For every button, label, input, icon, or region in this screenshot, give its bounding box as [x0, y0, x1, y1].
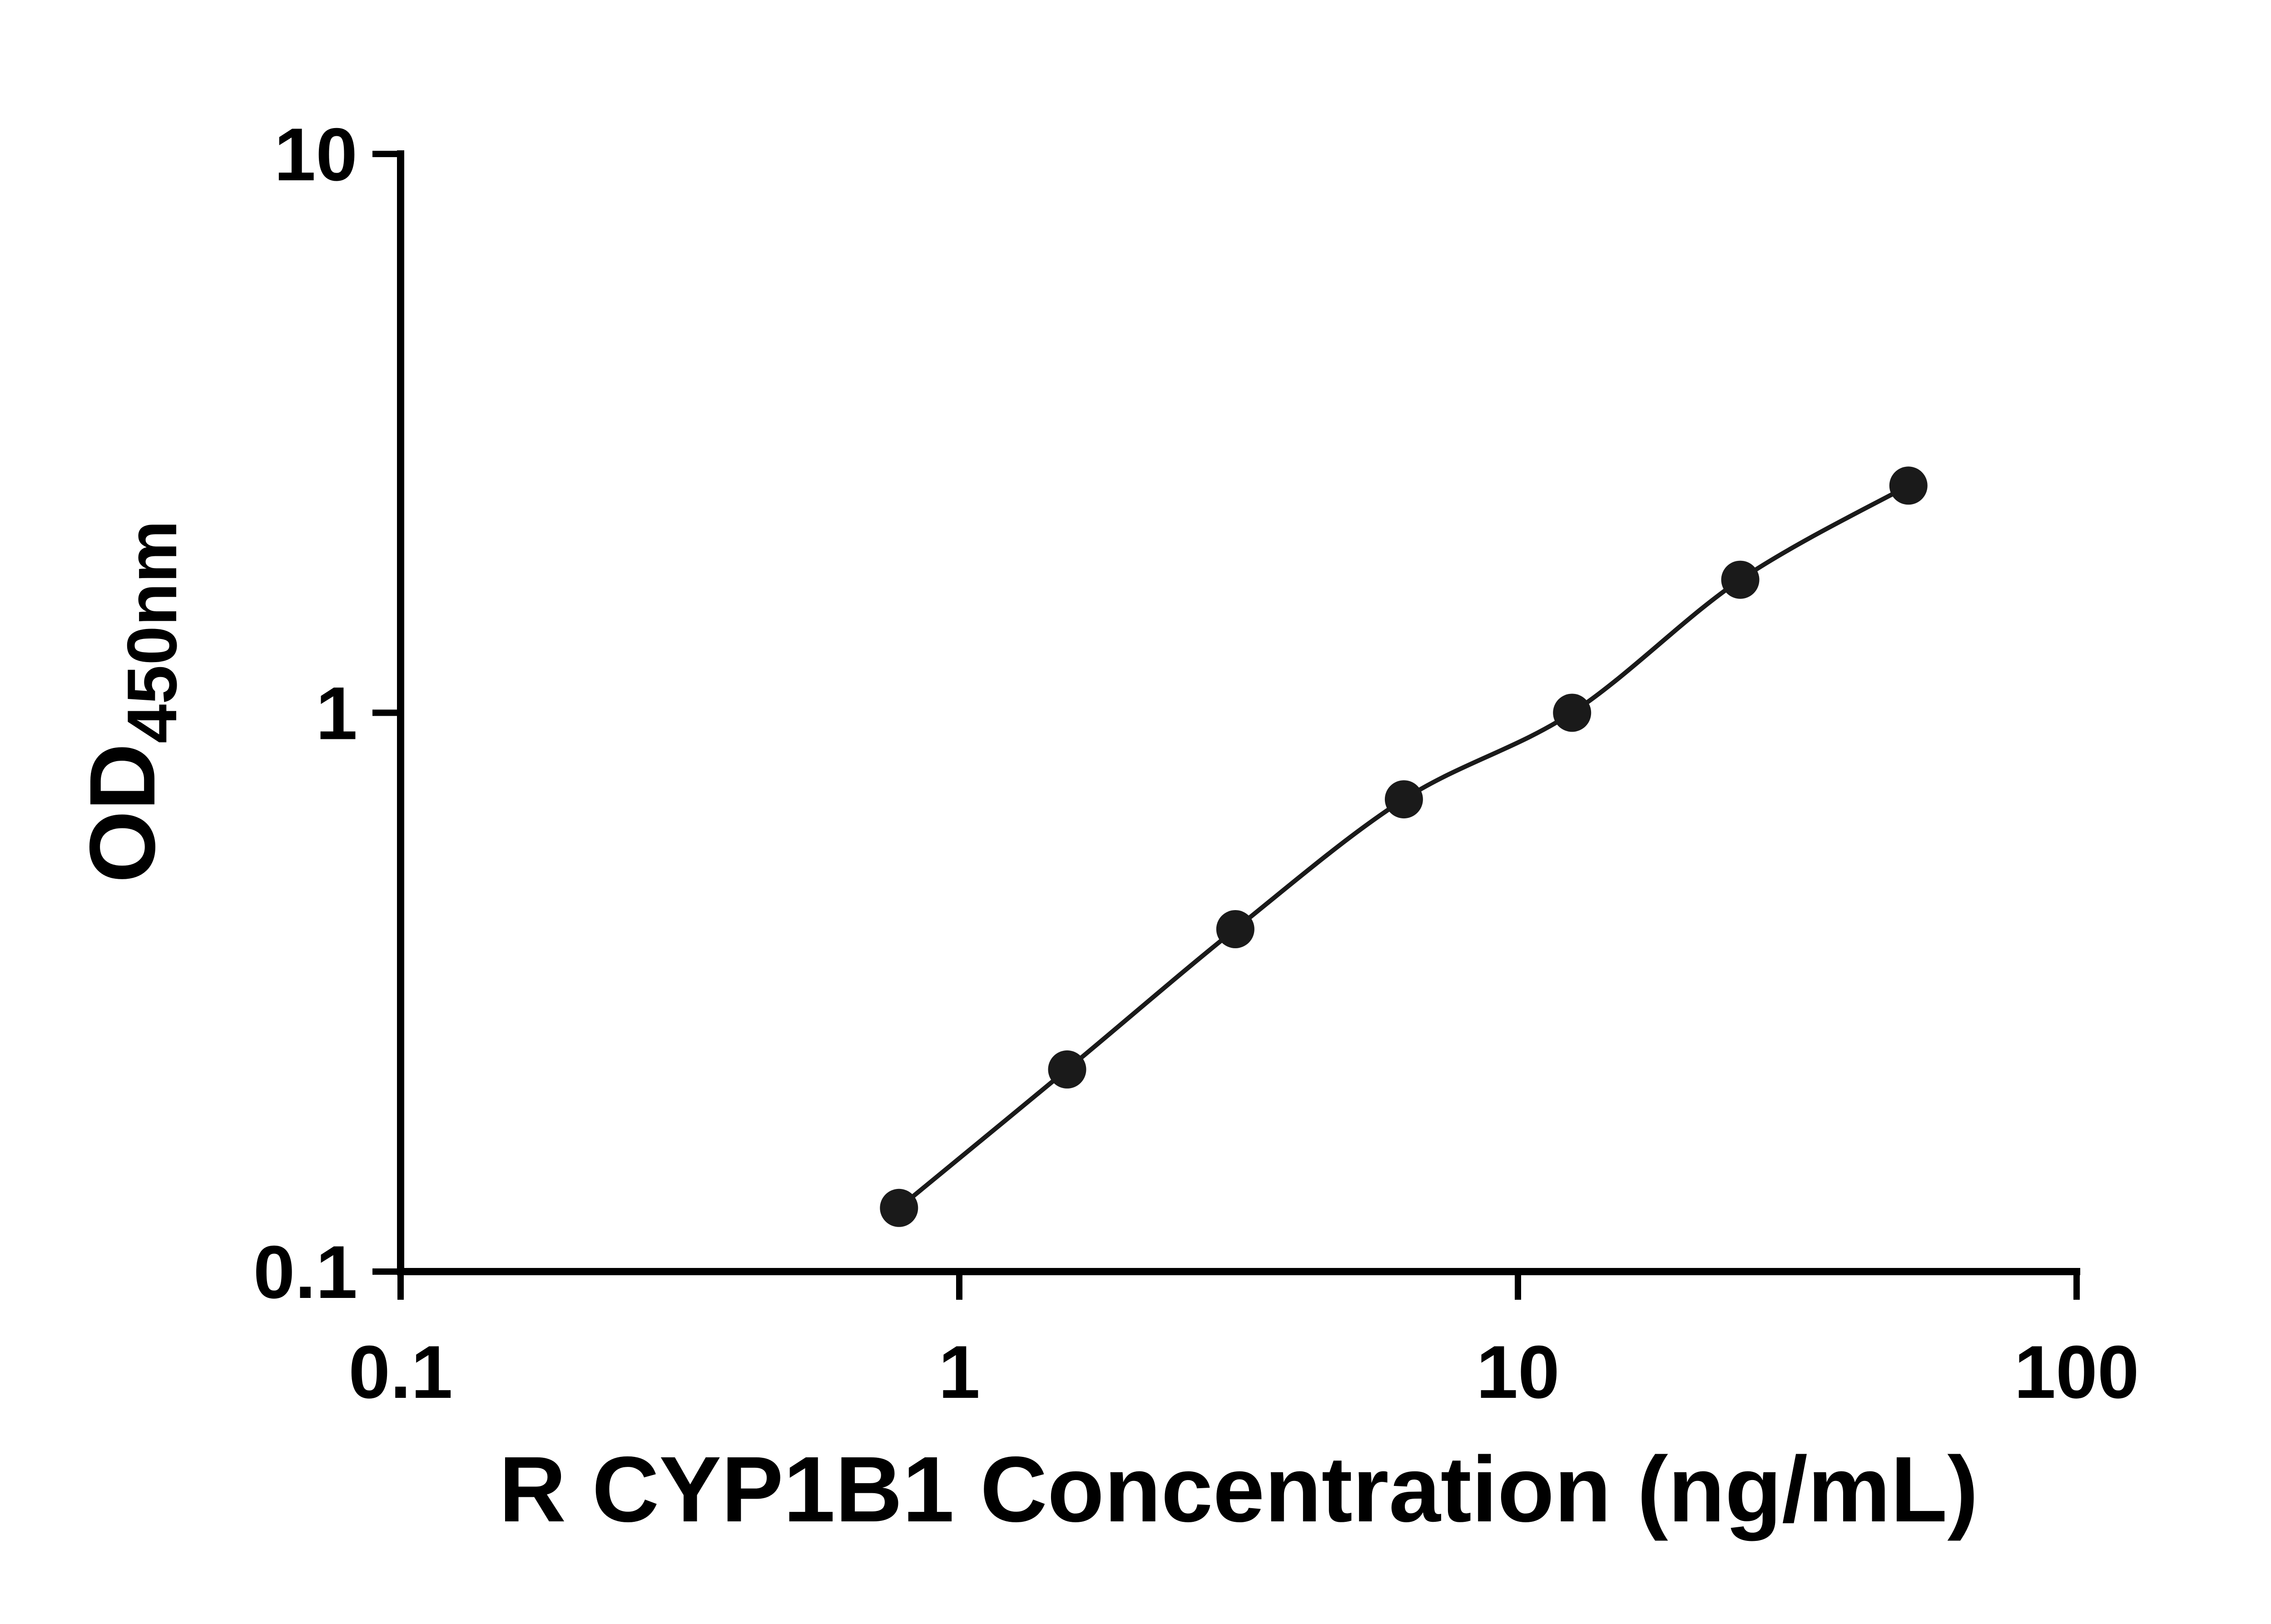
fit-curve	[897, 483, 1910, 1210]
y-axis-title: OD450nm	[70, 520, 191, 883]
data-point	[880, 1188, 918, 1227]
series-layer	[880, 466, 1928, 1227]
axes-layer	[397, 150, 2080, 1275]
axis-frame	[397, 150, 2080, 1275]
data-point	[1721, 560, 1760, 599]
y-tick-label: 0.1	[253, 1230, 357, 1314]
x-tick-label: 10	[1476, 1330, 1560, 1414]
y-axis-title-main: OD	[70, 743, 174, 883]
data-point	[1553, 693, 1592, 732]
data-point	[1048, 1050, 1086, 1089]
y-tick-label: 1	[316, 672, 357, 755]
tick-labels-layer: 0.1 1 10 100 0.1 1 10	[253, 113, 2139, 1414]
data-point	[1384, 780, 1423, 819]
x-tick-label: 100	[2014, 1330, 2139, 1414]
y-axis-title-subscript: 450nm	[113, 520, 191, 743]
x-axis-title: R CYP1B1 Concentration (ng/mL)	[499, 1437, 1978, 1541]
x-tick-label: 0.1	[348, 1330, 452, 1414]
ticks-layer	[372, 151, 2080, 1300]
data-point	[1216, 910, 1255, 948]
data-point	[1889, 466, 1928, 505]
y-tick-label: 10	[274, 113, 357, 196]
x-tick-label: 1	[938, 1330, 980, 1414]
